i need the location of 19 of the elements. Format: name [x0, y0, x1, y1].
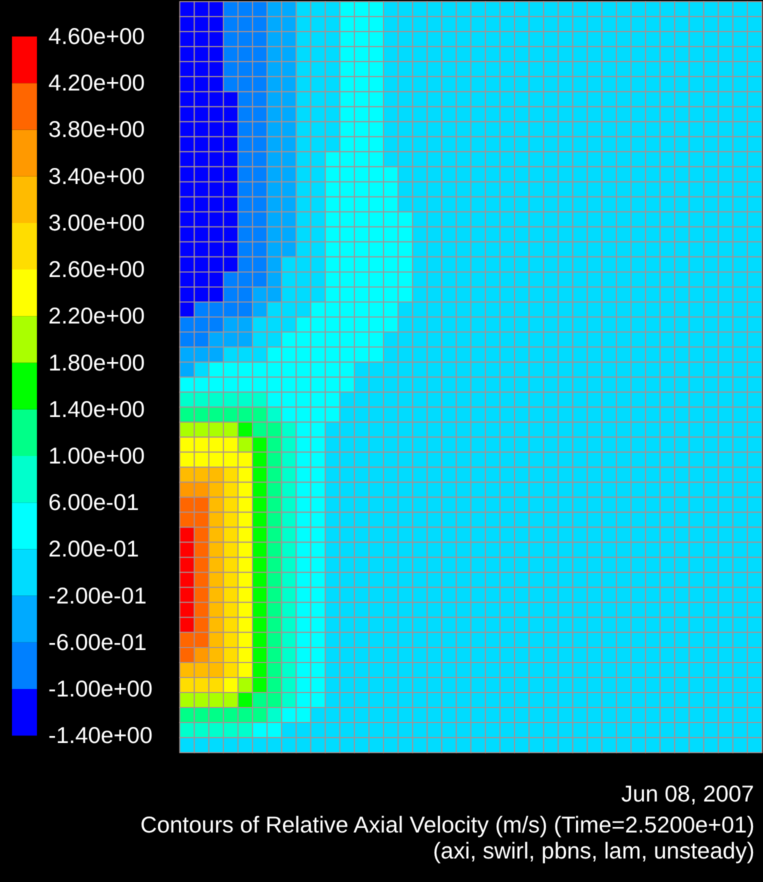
color-bar-label: -2.00e-01 — [48, 582, 147, 608]
color-bar-label: 2.00e-01 — [48, 536, 140, 562]
color-bar-label: 1.40e+00 — [48, 396, 145, 422]
color-bar-label: 1.80e+00 — [48, 349, 145, 376]
color-bar-label: 6.00e-01 — [48, 489, 140, 516]
color-bar-label: 3.40e+00 — [48, 162, 145, 189]
color-bar-label: 3.80e+00 — [48, 116, 145, 142]
text: Jun 08, 2007 — [621, 780, 754, 807]
text: Contours of Relative Axial Velocity (m/s) (Time=2.5200e+01) — [140, 811, 755, 838]
color-bar-label: 4.60e+00 — [48, 23, 145, 50]
text: (axi, swirl, pbns, lam, unsteady) — [433, 837, 755, 864]
color-bar-label: -1.40e+00 — [48, 722, 152, 748]
color-bar-label: -1.00e+00 — [48, 676, 152, 702]
color-bar-label: 2.20e+00 — [48, 302, 145, 329]
color-bar-label: 2.60e+00 — [48, 256, 145, 282]
color-bar-label: -6.00e-01 — [48, 628, 147, 655]
color-bar-label: 3.00e+00 — [48, 209, 145, 236]
color-bar-label: 4.20e+00 — [48, 70, 145, 96]
color-bar-label: 1.00e+00 — [48, 442, 145, 468]
